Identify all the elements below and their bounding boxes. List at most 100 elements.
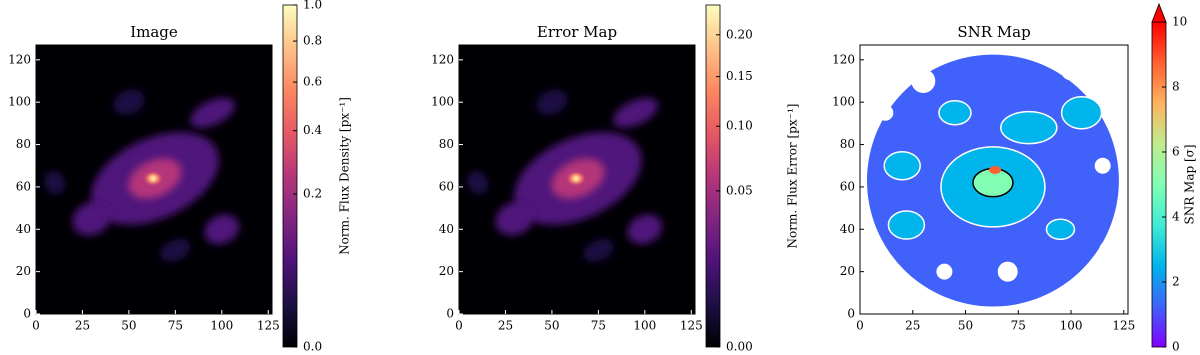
image-area <box>36 45 272 314</box>
image-blob <box>536 89 568 115</box>
colorbar-tick-label: 0.2 <box>303 187 322 201</box>
x-tick-label: 25 <box>905 319 920 333</box>
image-blob <box>190 97 235 128</box>
image-area <box>860 45 1128 314</box>
snr-hole <box>1094 157 1111 174</box>
snr-blob <box>1060 96 1103 130</box>
colorbar <box>282 4 298 348</box>
y-tick-label: 0 <box>847 307 855 321</box>
image-blob <box>72 201 112 236</box>
x-tick-label: 100 <box>1060 319 1083 333</box>
x-tick-label: 125 <box>257 319 280 333</box>
snr-blob <box>938 100 972 126</box>
colorbar-tick-label: 10 <box>1172 15 1187 29</box>
image-area <box>459 45 695 314</box>
x-tick-label: 50 <box>544 319 559 333</box>
image-blob <box>627 214 663 245</box>
y-tick-label: 0 <box>446 307 454 321</box>
colorbar-tick-label: 0.10 <box>726 119 753 133</box>
colorbar-extend <box>1151 2 1167 23</box>
y-tick-label: 80 <box>16 137 31 151</box>
colorbar-label: Norm. Flux Error [px⁻¹] <box>786 104 800 249</box>
x-tick-label: 75 <box>591 319 606 333</box>
snr-blob <box>1000 110 1058 145</box>
y-tick-label: 80 <box>439 137 454 151</box>
colorbar-tick-label: 2 <box>1172 275 1180 289</box>
y-tick-label: 60 <box>16 179 31 193</box>
colorbar-tick-label: 0 <box>1172 340 1180 354</box>
x-tick-label: 50 <box>958 319 973 333</box>
panel-title: Error Map <box>537 23 617 41</box>
y-tick-label: 100 <box>431 95 454 109</box>
panel-title: Image <box>130 23 178 41</box>
y-tick-label: 20 <box>439 264 454 278</box>
snr-hole <box>877 104 894 121</box>
colorbar-tick-label: 0.8 <box>303 34 322 48</box>
colorbar-tick-label: 0.05 <box>726 183 753 197</box>
image-blob <box>160 239 191 262</box>
x-tick-label: 50 <box>121 319 136 333</box>
image-blob <box>583 239 614 262</box>
x-tick-label: 25 <box>75 319 90 333</box>
x-tick-label: 25 <box>498 319 513 333</box>
y-tick-label: 120 <box>832 52 855 66</box>
colorbar-tick-label: 0.6 <box>303 75 322 89</box>
snr-blob <box>1045 218 1076 241</box>
x-tick-label: 75 <box>168 319 183 333</box>
image-blob <box>204 214 240 245</box>
y-tick-label: 60 <box>439 179 454 193</box>
image-blob <box>467 171 488 195</box>
snr-blob <box>887 210 926 240</box>
x-tick-label: 100 <box>633 319 656 333</box>
colorbar-tick-label: 0.00 <box>726 340 753 354</box>
colorbar <box>1151 21 1167 348</box>
y-tick-label: 20 <box>840 264 855 278</box>
plot-frame <box>35 44 273 315</box>
colorbar-tick-label: 4 <box>1172 210 1180 224</box>
plot-frame <box>458 44 696 315</box>
colorbar-tick-label: 0.15 <box>726 69 753 83</box>
y-tick-label: 20 <box>16 264 31 278</box>
y-tick-label: 40 <box>16 222 31 236</box>
image-peak <box>573 175 580 182</box>
y-tick-label: 0 <box>23 307 31 321</box>
colorbar-tick-label: 8 <box>1172 80 1180 94</box>
plot-frame <box>859 44 1129 315</box>
colorbar <box>705 4 721 348</box>
y-tick-label: 100 <box>832 95 855 109</box>
colorbar-tick-label: 0.4 <box>303 123 322 137</box>
x-tick-label: 125 <box>680 319 703 333</box>
y-tick-label: 40 <box>439 222 454 236</box>
y-tick-label: 120 <box>431 52 454 66</box>
x-tick-label: 0 <box>32 319 40 333</box>
colorbar-label: Norm. Flux Density [px⁻¹] <box>338 97 352 255</box>
image-blob <box>113 89 145 115</box>
colorbar-label: SNR Map [σ] <box>1183 144 1197 224</box>
snr-hole <box>997 261 1018 282</box>
image-blob <box>495 201 535 236</box>
snr-peak <box>989 165 1002 174</box>
colorbar-tick-label: 0.20 <box>726 27 753 41</box>
snr-hole <box>936 263 953 280</box>
y-tick-label: 120 <box>8 52 31 66</box>
colorbar-tick-label: 1.0 <box>303 0 322 12</box>
panel-title: SNR Map <box>957 23 1030 41</box>
image-blob <box>44 171 65 195</box>
y-tick-label: 100 <box>8 95 31 109</box>
x-tick-label: 75 <box>1011 319 1026 333</box>
x-tick-label: 100 <box>210 319 233 333</box>
x-tick-label: 125 <box>1112 319 1135 333</box>
colorbar-tick-label: 0.0 <box>303 340 322 354</box>
image-blob <box>613 97 658 128</box>
colorbar-tick-label: 6 <box>1172 145 1180 159</box>
y-tick-label: 40 <box>840 222 855 236</box>
snr-hole <box>1061 60 1082 81</box>
snr-hole <box>1099 240 1120 261</box>
x-tick-label: 0 <box>856 319 864 333</box>
x-tick-label: 0 <box>455 319 463 333</box>
image-peak <box>150 175 157 182</box>
y-tick-label: 60 <box>840 179 855 193</box>
snr-hole <box>911 69 936 94</box>
